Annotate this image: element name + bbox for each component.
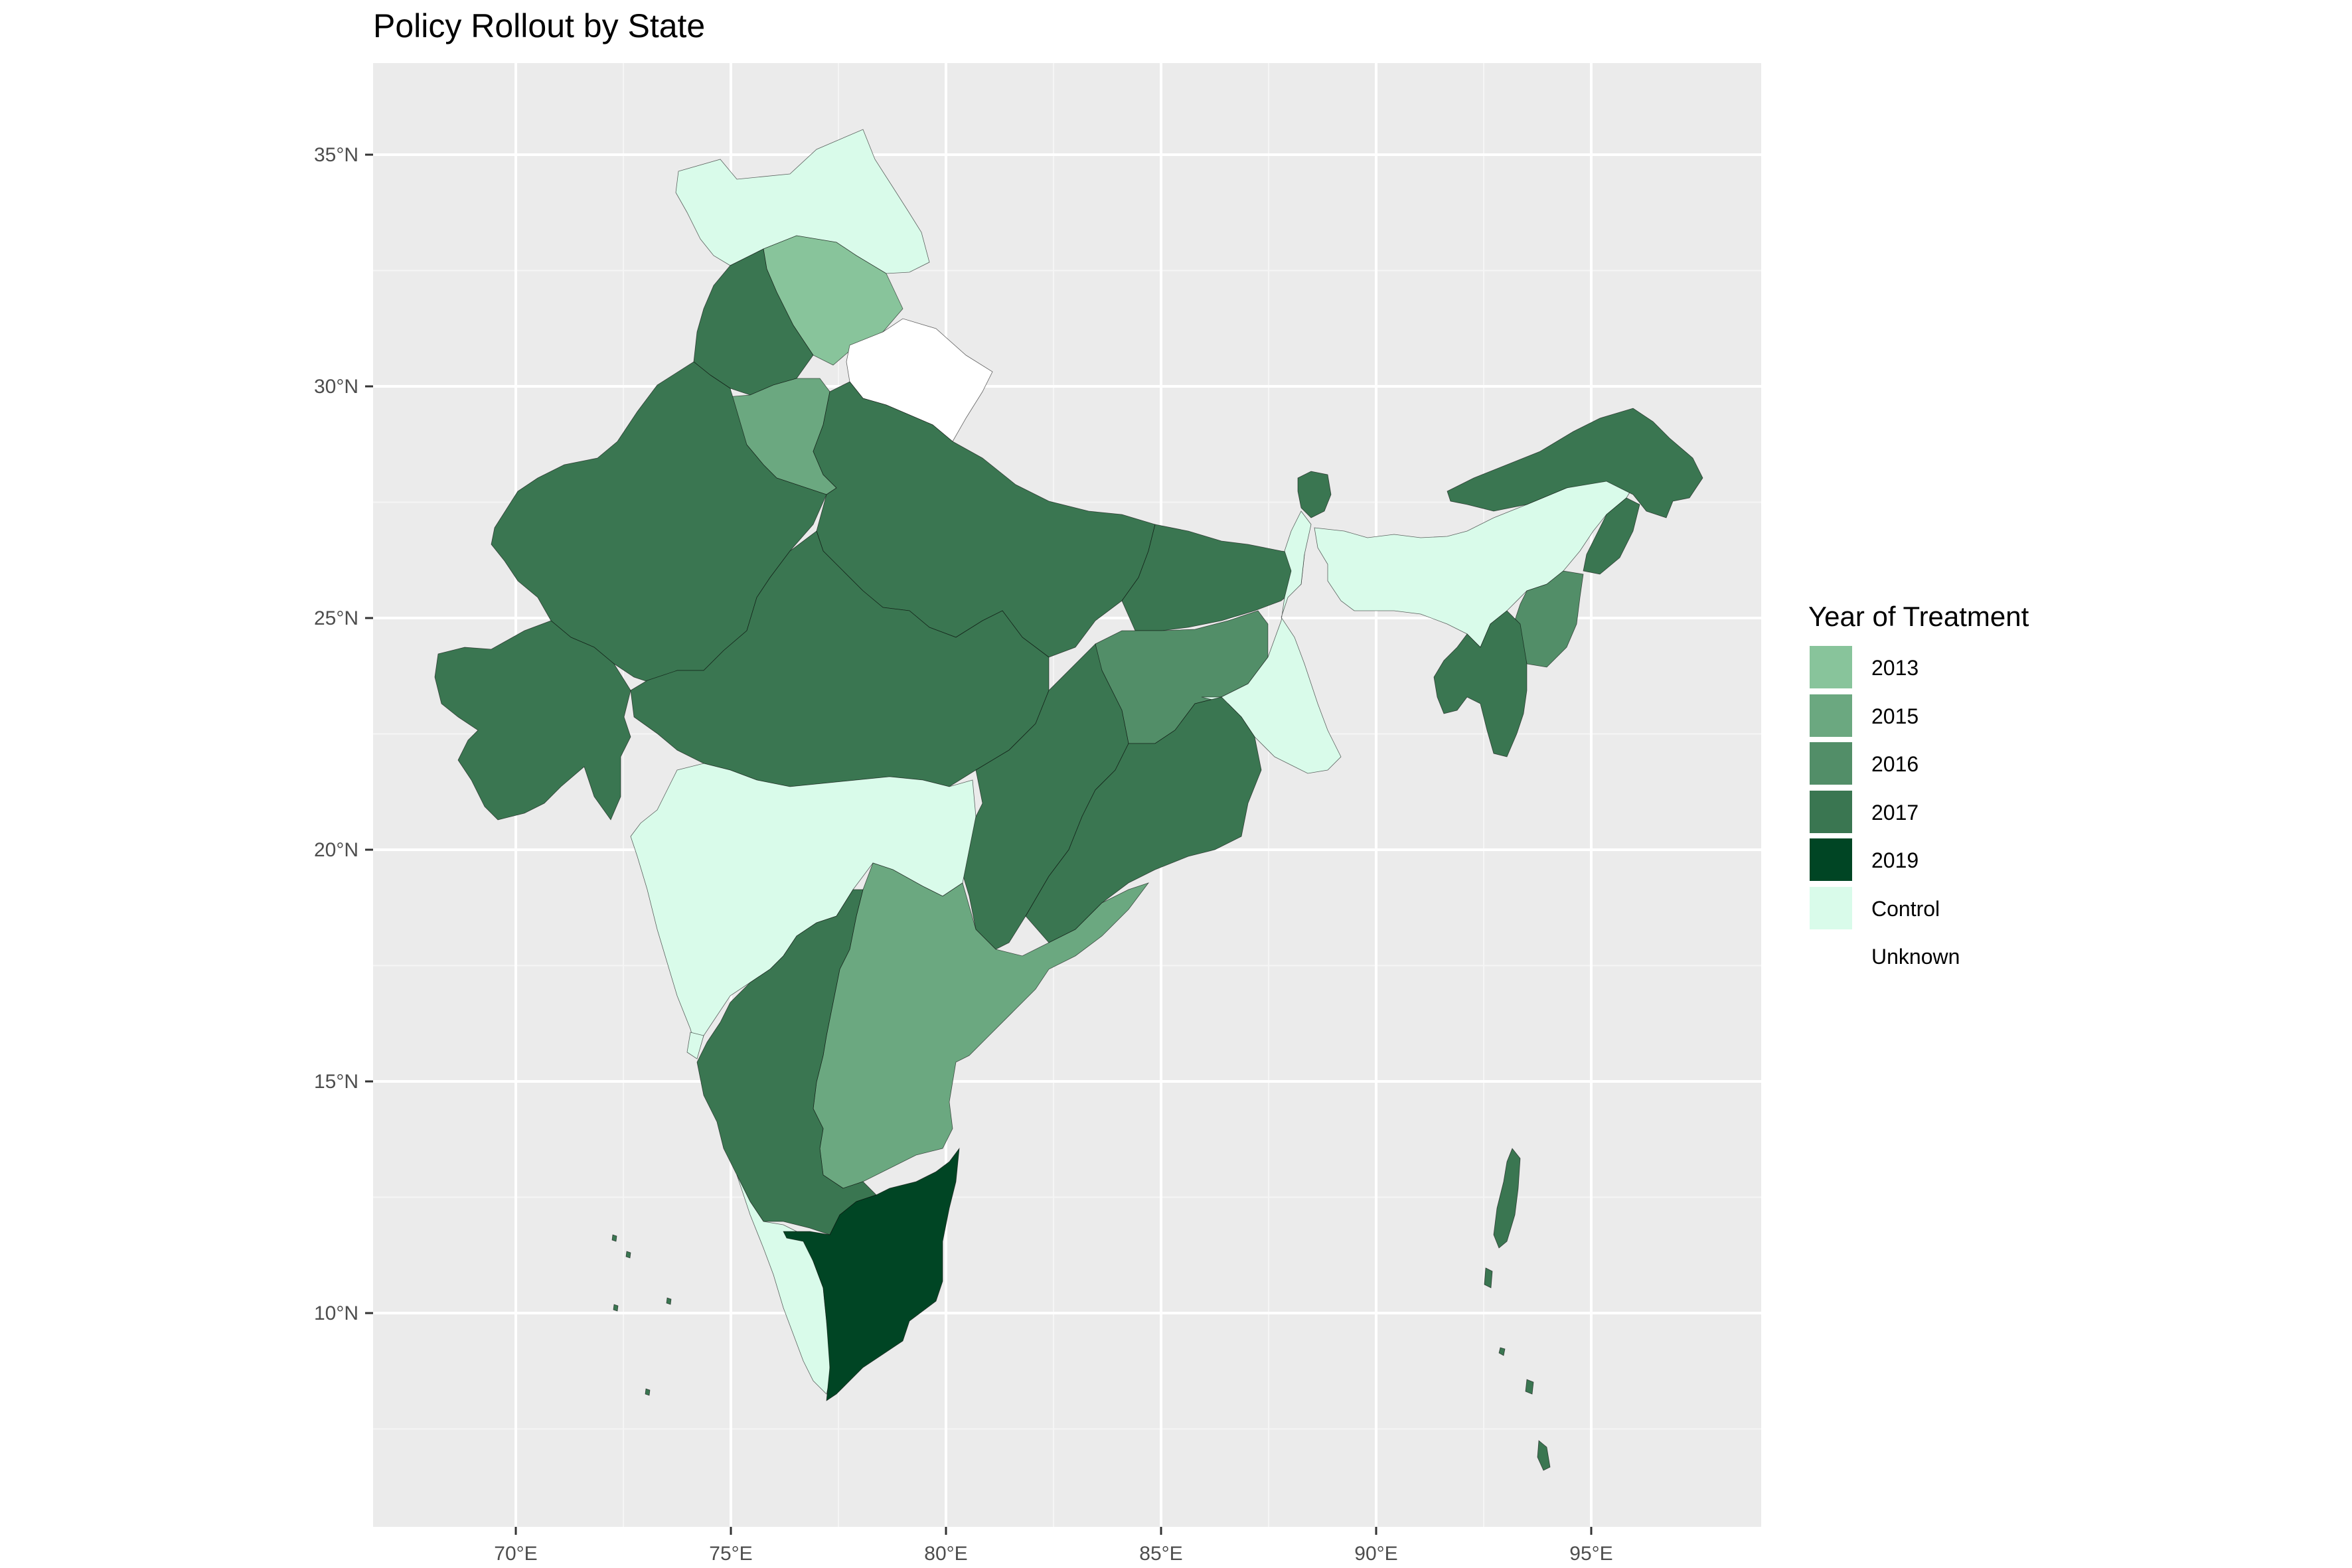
legend-label: 2016	[1871, 752, 1919, 776]
y-axis: 35°N 30°N 25°N 20°N 15°N 10°N	[314, 144, 373, 1324]
legend-title: Year of Treatment	[1808, 601, 2029, 632]
region-uttar-pradesh: Uttar Pradesh	[813, 381, 1156, 658]
legend-label: 2013	[1871, 656, 1919, 680]
x-tick-label: 95°E	[1569, 1543, 1612, 1565]
region-karnataka: Karnataka	[696, 889, 877, 1235]
region-nagaland: Nagaland	[1583, 497, 1640, 575]
region-bihar: Bihar	[1121, 524, 1305, 631]
region-west-bengal: West Bengal	[1201, 510, 1342, 774]
legend-key	[1808, 789, 1853, 834]
legend-label: Control	[1871, 896, 1940, 921]
legend-item: Unknown	[1808, 933, 2029, 982]
region-ladakh-jammu-kashmir: Ladakh / Jammu & Kashmir	[675, 129, 930, 274]
legend-key	[1808, 645, 1853, 690]
region-andaman-nicobar-islands: Andaman & Nicobar Islands	[1484, 1148, 1551, 1471]
legend-item: 2019	[1808, 837, 2029, 886]
region-sikkim: Sikkim	[1297, 471, 1332, 518]
x-tick-label: 75°E	[709, 1543, 752, 1565]
legend-item: Control	[1808, 885, 2029, 934]
x-tick-label: 70°E	[494, 1543, 537, 1565]
legend-label: 2015	[1871, 704, 1919, 728]
legend-key	[1808, 885, 1853, 931]
region-tamil-nadu: Tamil Nadu	[783, 1147, 960, 1401]
legend: Year of Treatment 2013 2015 2016 2017 2019 Co…	[1808, 601, 2029, 982]
legend-key	[1808, 692, 1853, 738]
legend-key	[1808, 741, 1853, 786]
region-odisha: Odisha	[1025, 696, 1262, 943]
region-mizoram-tripura: Mizoram / Tripura	[1433, 610, 1528, 757]
legend-label: 2017	[1871, 800, 1919, 824]
map-title: Policy Rollout by State	[373, 7, 706, 44]
legend-item: 2013	[1808, 645, 2029, 693]
legend-key	[1808, 933, 1853, 979]
region-goa: Goa	[686, 1032, 704, 1059]
legend-items: 2013 2015 2016 2017 2019 Control Unknown	[1808, 645, 2029, 982]
regions: Ladakh / Jammu & KashmirHimachal Pradesh…	[434, 129, 1703, 1471]
y-tick-label: 30°N	[314, 376, 358, 398]
y-tick-label: 15°N	[314, 1071, 358, 1093]
legend-item: 2015	[1808, 692, 2029, 742]
y-tick-label: 20°N	[314, 839, 358, 861]
legend-label: 2019	[1871, 848, 1919, 872]
x-axis: 70°E 75°E 80°E 85°E 90°E 95°E	[494, 1527, 1613, 1565]
y-tick-label: 35°N	[314, 144, 358, 166]
x-tick-label: 80°E	[924, 1543, 967, 1565]
region-gujarat: Gujarat	[434, 620, 631, 821]
y-tick-label: 25°N	[314, 607, 358, 629]
legend-item: 2017	[1808, 789, 2029, 838]
legend-label: Unknown	[1871, 945, 1960, 969]
legend-item: 2016	[1808, 741, 2029, 789]
x-tick-label: 90°E	[1354, 1543, 1397, 1565]
x-tick-label: 85°E	[1139, 1543, 1182, 1565]
region-arunachal-pradesh: Arunachal Pradesh	[1447, 408, 1703, 518]
region-lakshadweep: Lakshadweep	[611, 1234, 672, 1396]
legend-key	[1808, 837, 1853, 882]
y-tick-label: 10°N	[314, 1302, 358, 1324]
